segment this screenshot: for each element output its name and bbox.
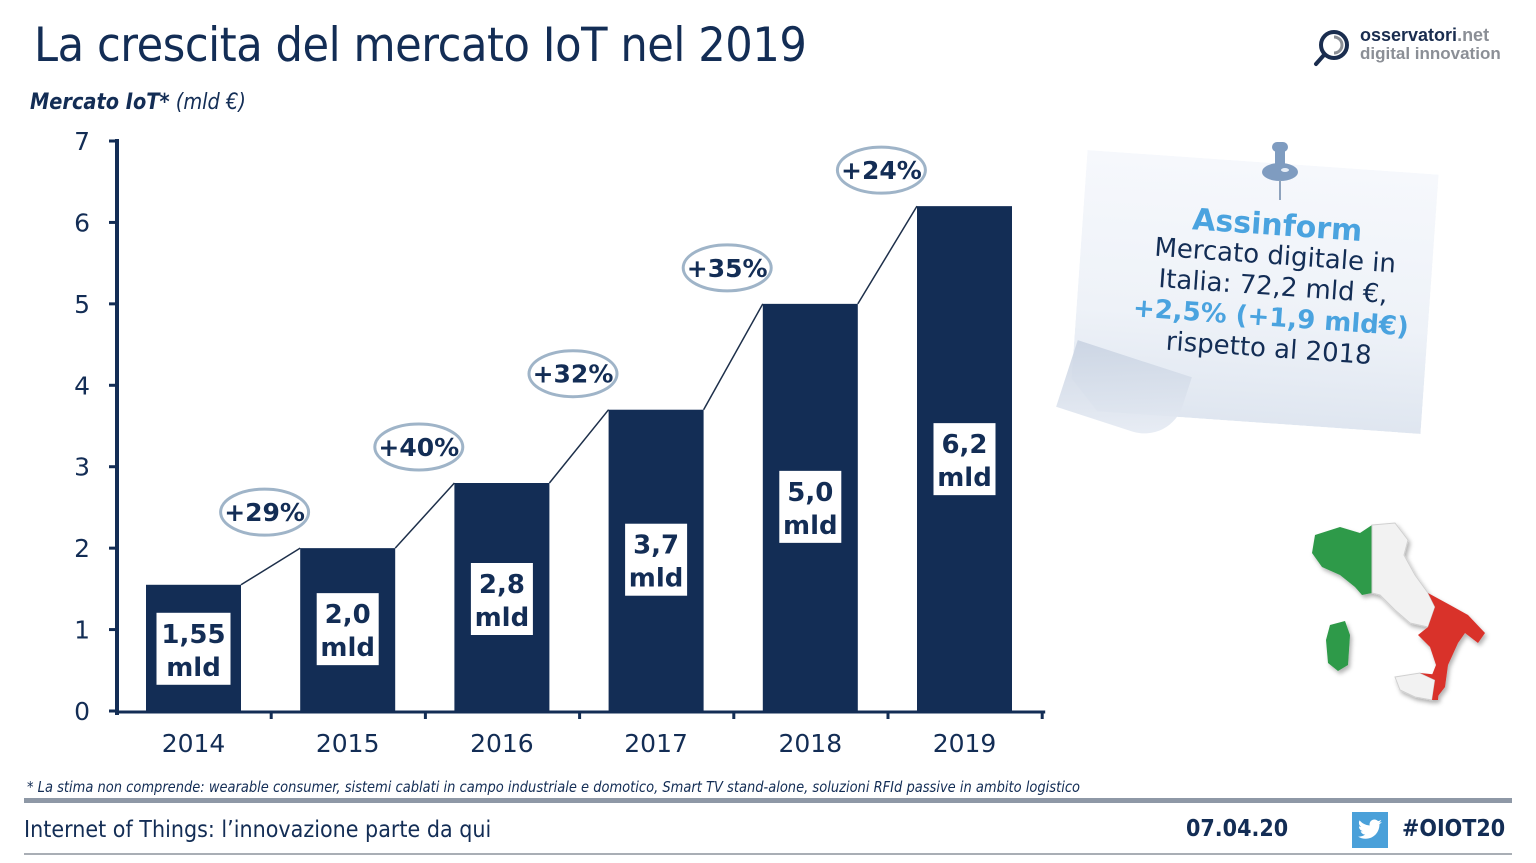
data-label-value: 3,7 bbox=[633, 531, 679, 561]
growth-connector bbox=[240, 547, 301, 586]
growth-ellipse bbox=[835, 145, 927, 195]
data-label-box bbox=[933, 423, 996, 496]
logo-name-main: osservatori bbox=[1360, 25, 1458, 45]
logo-tagline: digital innovation bbox=[1360, 44, 1501, 63]
subtitle-unit: (mld €) bbox=[169, 90, 246, 115]
data-label-box bbox=[316, 593, 379, 666]
footer-date: 07.04.20 bbox=[1186, 816, 1289, 842]
data-label-box bbox=[779, 470, 842, 543]
data-label-unit: mld bbox=[629, 564, 684, 594]
footnote: * La stima non comprende: wearable consu… bbox=[27, 778, 1080, 796]
hashtag[interactable]: #OIOT20 bbox=[1402, 816, 1506, 842]
y-tick-label: 3 bbox=[74, 453, 90, 482]
note-text: Assinform Mercato digitale in Italia: 72… bbox=[1123, 200, 1423, 375]
y-tick-label: 1 bbox=[74, 616, 90, 645]
growth-connector bbox=[702, 303, 764, 411]
subtitle-bold: Mercato IoT* bbox=[30, 90, 170, 115]
growth-label: +35% bbox=[687, 254, 768, 283]
data-label-unit: mld bbox=[166, 653, 221, 683]
data-label-unit: mld bbox=[783, 511, 838, 541]
growth-connectors bbox=[240, 205, 918, 586]
growth-label: +32% bbox=[533, 360, 614, 389]
pushpin-icon bbox=[1262, 142, 1298, 200]
growth-ellipse bbox=[219, 487, 311, 537]
x-tick-label: 2014 bbox=[162, 729, 226, 758]
chart-subtitle: Mercato IoT* (mld €) bbox=[30, 90, 246, 115]
data-label-unit: mld bbox=[475, 603, 530, 633]
x-tick-label: 2015 bbox=[316, 729, 380, 758]
data-label-box bbox=[156, 612, 231, 685]
logo-name: osservatori.net bbox=[1360, 26, 1489, 44]
page-title: La crescita del mercato IoT nel 2019 bbox=[34, 18, 807, 73]
y-tick-label: 2 bbox=[74, 534, 90, 563]
data-label-value: 5,0 bbox=[787, 478, 833, 508]
data-label-value: 1,55 bbox=[161, 620, 225, 650]
footer-divider-bottom bbox=[24, 853, 1512, 855]
x-tick-label: 2016 bbox=[470, 729, 534, 758]
twitter-icon[interactable] bbox=[1352, 812, 1388, 848]
data-label-box bbox=[470, 563, 533, 635]
y-tick-label: 0 bbox=[74, 697, 90, 726]
growth-ellipse bbox=[373, 422, 465, 472]
italy-flag-map-icon bbox=[1312, 522, 1485, 701]
x-tick-label: 2018 bbox=[778, 729, 842, 758]
y-tick-label: 7 bbox=[74, 127, 90, 156]
logo-name-suffix: .net bbox=[1457, 25, 1490, 45]
y-tick-label: 6 bbox=[74, 208, 90, 237]
growth-label: +40% bbox=[378, 433, 459, 462]
data-label-value: 2,8 bbox=[479, 570, 525, 600]
growth-label: +29% bbox=[224, 498, 305, 527]
growth-ellipse bbox=[681, 243, 773, 293]
growth-label: +24% bbox=[841, 156, 922, 185]
y-tick-label: 5 bbox=[74, 290, 90, 319]
y-tick-label: 4 bbox=[74, 371, 90, 400]
data-label-unit: mld bbox=[320, 633, 375, 663]
growth-ellipse bbox=[527, 349, 619, 399]
data-label-unit: mld bbox=[937, 463, 992, 493]
growth-connector bbox=[857, 205, 918, 305]
growth-connector bbox=[394, 482, 455, 549]
x-tick-label: 2017 bbox=[624, 729, 688, 758]
axes: 0 1 2 3 4 5 6 7 2014 2015 2016 2017 2018 2019 bbox=[74, 127, 1046, 758]
data-label-box bbox=[625, 523, 688, 596]
magnifier-logo-icon bbox=[1314, 30, 1349, 66]
data-label-value: 2,0 bbox=[325, 600, 371, 630]
x-tick-label: 2019 bbox=[933, 729, 997, 758]
data-label-value: 6,2 bbox=[941, 430, 987, 460]
growth-labels: +29% +40% +32% +35% +24% bbox=[219, 145, 927, 537]
growth-connector bbox=[548, 409, 610, 484]
footer-divider-top bbox=[24, 798, 1512, 803]
footer-tagline: Internet of Things: l’innovazione parte … bbox=[24, 817, 492, 843]
osservatori-logo: osservatori.net digital innovation bbox=[1312, 26, 1522, 70]
sticky-note: Assinform Mercato digitale in Italia: 72… bbox=[1056, 142, 1438, 444]
